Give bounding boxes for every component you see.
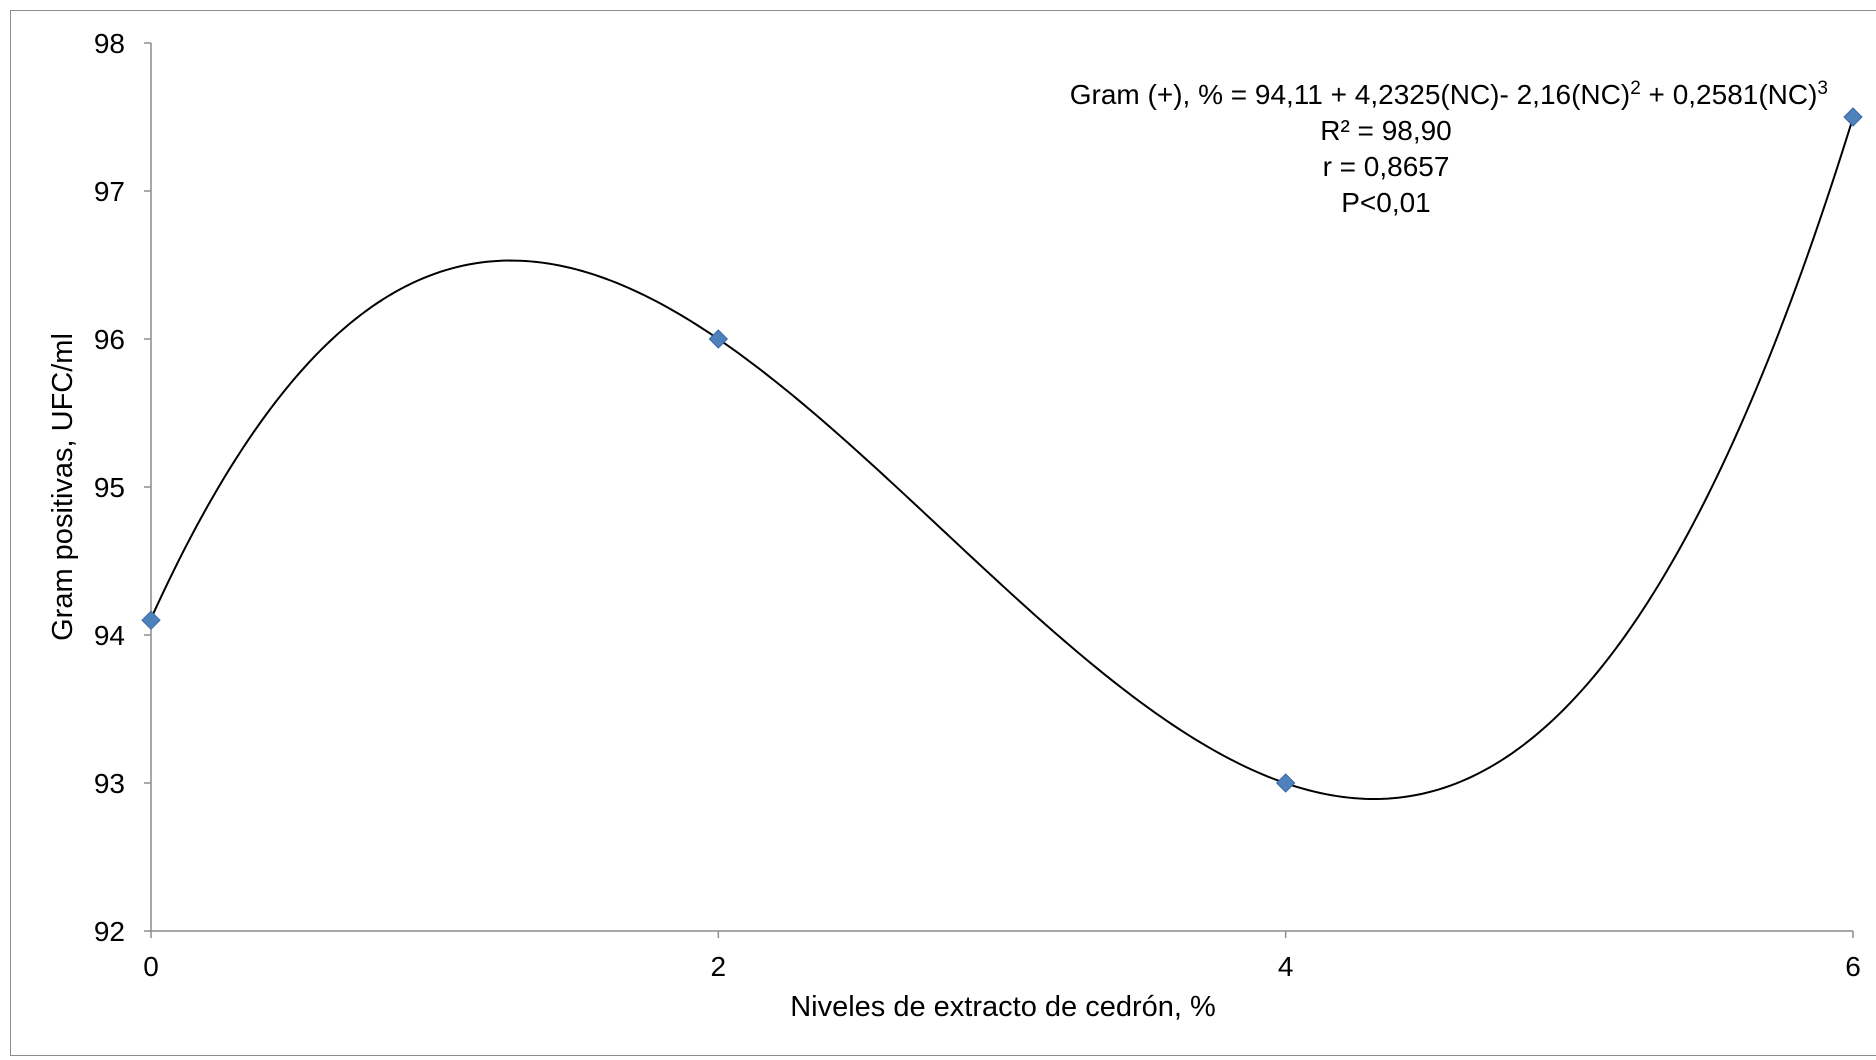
- data-point: [1843, 107, 1863, 127]
- y-tick-label: 93: [94, 768, 125, 799]
- y-tick-labels: 92 93 94 95 96 97 98: [94, 28, 151, 947]
- r-label: r = 0,8657: [1323, 151, 1450, 182]
- data-point: [141, 610, 161, 630]
- x-tick-label: 4: [1278, 951, 1294, 982]
- chart-frame: [10, 10, 1876, 1056]
- equation-mid: + 0,2581(NC): [1641, 79, 1818, 110]
- x-tick-label: 0: [143, 951, 159, 982]
- data-point: [1275, 773, 1296, 793]
- equation-sup2: 2: [1630, 78, 1641, 99]
- axes: [150, 43, 1853, 932]
- equation-label: Gram (+), % = 94,11 + 4,2325(NC)- 2,16(N…: [1070, 78, 1828, 110]
- p-label: P<0,01: [1341, 187, 1431, 218]
- x-tick-label: 2: [711, 951, 727, 982]
- y-tick-label: 96: [94, 324, 125, 355]
- x-tick-labels: 0 2 4 6: [143, 931, 1861, 982]
- r2-label: R² = 98,90: [1320, 115, 1452, 146]
- equation-prefix: Gram (+), % = 94,11 + 4,2325(NC)- 2,16(N…: [1070, 79, 1630, 110]
- y-tick-label: 97: [94, 176, 125, 207]
- y-tick-label: 92: [94, 916, 125, 947]
- y-tick-label: 94: [94, 620, 125, 651]
- x-tick-label: 6: [1845, 951, 1861, 982]
- x-axis-title: Niveles de extracto de cedrón, %: [790, 991, 1216, 1023]
- equation-sup3: 3: [1817, 78, 1828, 99]
- y-tick-label: 95: [94, 472, 125, 503]
- data-point: [708, 329, 729, 349]
- y-tick-label: 98: [94, 28, 125, 59]
- data-points: [141, 107, 1863, 793]
- y-axis-title: Gram positivas, UFC/ml: [47, 333, 79, 641]
- trendline: [150, 117, 1854, 800]
